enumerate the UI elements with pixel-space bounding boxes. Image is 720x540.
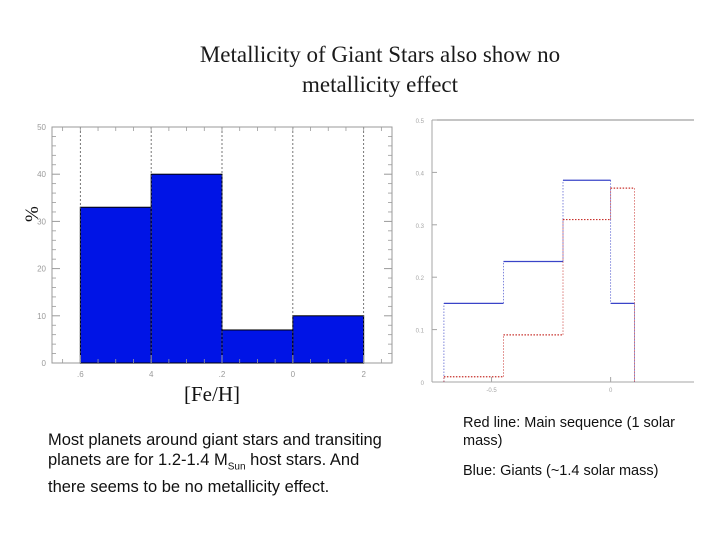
caption-part-1: Most planets around giant stars and tran…	[48, 431, 382, 469]
x-tick-label: 2	[361, 370, 366, 379]
histogram-bar	[79, 206, 152, 364]
x-tick-label: .2	[219, 370, 226, 379]
y-tick-label: 10	[37, 312, 46, 321]
y-tick-label: 0.2	[416, 276, 425, 282]
x-tick-label: 0	[609, 388, 613, 394]
histogram-bar	[150, 173, 223, 364]
slide-title-line-1: Metallicity of Giant Stars also show no	[199, 42, 561, 67]
slide-title: Metallicity of Giant Stars also show no …	[120, 40, 640, 100]
histogram-bar	[292, 315, 365, 364]
x-tick-label: 4	[149, 370, 154, 379]
histogram-bar	[221, 329, 294, 364]
x-tick-label: .6	[77, 370, 84, 379]
y-tick-label: 0.5	[416, 119, 425, 125]
y-tick-label: 0	[42, 359, 47, 368]
y-tick-label: 0.4	[416, 171, 425, 177]
caption-subscript: Sun	[227, 461, 246, 473]
y-tick-label: 0.3	[416, 224, 425, 230]
caption-text: Most planets around giant stars and tran…	[48, 430, 398, 497]
y-tick-label: 0	[421, 381, 425, 387]
x-tick-label: 0	[291, 370, 296, 379]
y-tick-label: 40	[37, 170, 46, 179]
y-tick-label: 0.1	[416, 329, 425, 335]
y-tick-label: 20	[37, 265, 46, 274]
histogram-y-label: %	[22, 206, 43, 222]
slide-title-line-2: metallicity effect	[301, 72, 459, 97]
legend-giants: Blue: Giants (~1.4 solar mass)	[463, 463, 659, 479]
histogram-x-label: [Fe/H]	[184, 382, 240, 406]
y-tick-label: 50	[37, 123, 46, 132]
caption-part-2: host stars. And there seems to be no met…	[48, 451, 360, 497]
legend-main-sequence: Red line: Main sequence (1 solar mass)	[463, 415, 675, 449]
y-tick-label: 30	[37, 217, 46, 226]
x-tick-label: -0.5	[486, 388, 497, 394]
